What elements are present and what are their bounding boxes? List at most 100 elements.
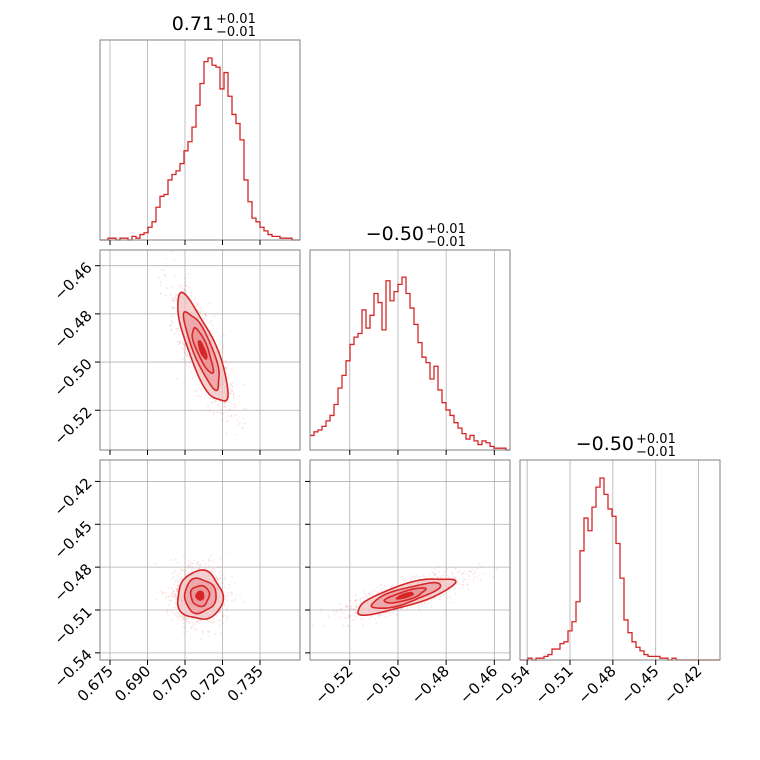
sample-point — [171, 577, 174, 579]
sample-point — [175, 598, 177, 600]
sample-point — [352, 609, 355, 611]
sample-point — [226, 618, 229, 620]
sample-point — [198, 567, 201, 570]
x-tick-label: 0.690 — [111, 662, 154, 705]
sample-point — [187, 617, 189, 620]
sample-point — [193, 559, 195, 562]
sample-point — [348, 615, 351, 618]
sample-point — [184, 569, 187, 571]
sample-point — [368, 592, 371, 595]
sample-point — [433, 567, 436, 570]
sample-point — [223, 586, 226, 588]
sample-point — [186, 630, 188, 633]
sample-point — [228, 584, 231, 586]
sample-point — [178, 341, 181, 344]
sample-point — [468, 575, 470, 578]
sample-point — [207, 634, 210, 637]
sample-point — [218, 577, 221, 580]
sample-point — [466, 583, 468, 585]
sample-point — [184, 352, 187, 355]
sample-point — [230, 415, 232, 417]
sample-point — [441, 594, 444, 597]
sample-point — [234, 581, 237, 584]
sample-point — [192, 618, 195, 621]
sample-point — [222, 346, 224, 349]
sample-point — [206, 568, 209, 571]
y-tick-label: −0.50 — [50, 355, 95, 400]
sample-point — [232, 393, 235, 396]
sample-point — [175, 327, 177, 330]
sample-point — [488, 573, 491, 575]
sample-point — [214, 633, 217, 636]
sample-point — [410, 575, 413, 578]
sample-point — [418, 608, 420, 611]
sample-point — [361, 618, 364, 621]
sample-point — [454, 567, 457, 570]
sample-point — [467, 588, 470, 591]
scatter-p1-p2-frame — [99, 249, 301, 451]
sample-point — [422, 575, 425, 577]
sample-point — [212, 413, 215, 416]
sample-point — [222, 616, 225, 618]
sample-point — [188, 365, 191, 368]
sample-point — [182, 342, 185, 345]
sample-point — [339, 609, 342, 612]
sample-point — [173, 571, 176, 574]
sample-point — [178, 343, 181, 345]
sample-point — [173, 332, 176, 335]
sample-point — [221, 574, 224, 577]
sample-point — [453, 575, 455, 578]
sample-point — [183, 351, 186, 354]
sample-point — [392, 612, 395, 615]
sample-point — [381, 587, 384, 590]
x-tick-label: −0.54 — [489, 662, 534, 707]
sample-point — [349, 599, 351, 602]
sample-point — [430, 606, 433, 608]
sample-point — [200, 638, 203, 640]
sample-point — [359, 598, 361, 601]
sample-point — [350, 607, 352, 610]
sample-point — [178, 340, 181, 343]
sample-point — [231, 592, 234, 595]
sample-point — [176, 377, 178, 380]
sample-point — [162, 591, 165, 594]
sample-point — [193, 297, 196, 300]
sample-point — [176, 615, 179, 618]
sample-point — [207, 630, 210, 633]
sample-point — [177, 611, 180, 614]
title-minus: −0.01 — [636, 445, 676, 460]
sample-point — [476, 567, 479, 570]
sample-point — [333, 613, 336, 616]
sample-point — [196, 619, 199, 622]
sample-point — [197, 303, 199, 306]
sample-point — [200, 387, 203, 390]
sample-point — [170, 307, 173, 309]
sample-point — [187, 559, 190, 562]
sample-point — [224, 578, 226, 580]
scatter-p1-p2-contours — [177, 291, 229, 402]
sample-point — [227, 408, 230, 411]
sample-point — [170, 315, 173, 318]
hist-p2-step-line — [310, 276, 510, 451]
sample-point — [217, 580, 220, 583]
hist-background — [310, 250, 510, 450]
sample-point — [184, 345, 186, 347]
sample-point — [187, 564, 190, 567]
sample-point — [223, 614, 225, 617]
sample-point — [243, 383, 246, 386]
sample-point — [171, 321, 174, 324]
sample-point — [188, 622, 191, 624]
sample-point — [204, 314, 207, 317]
sample-point — [160, 590, 163, 593]
sample-point — [210, 571, 213, 573]
sample-point — [224, 404, 227, 407]
sample-point — [239, 395, 241, 397]
sample-point — [412, 605, 414, 608]
sample-point — [354, 618, 356, 621]
sample-point — [225, 367, 228, 370]
sample-point — [179, 568, 182, 571]
sample-point — [187, 620, 190, 623]
sample-point — [456, 580, 459, 583]
sample-point — [179, 614, 182, 616]
